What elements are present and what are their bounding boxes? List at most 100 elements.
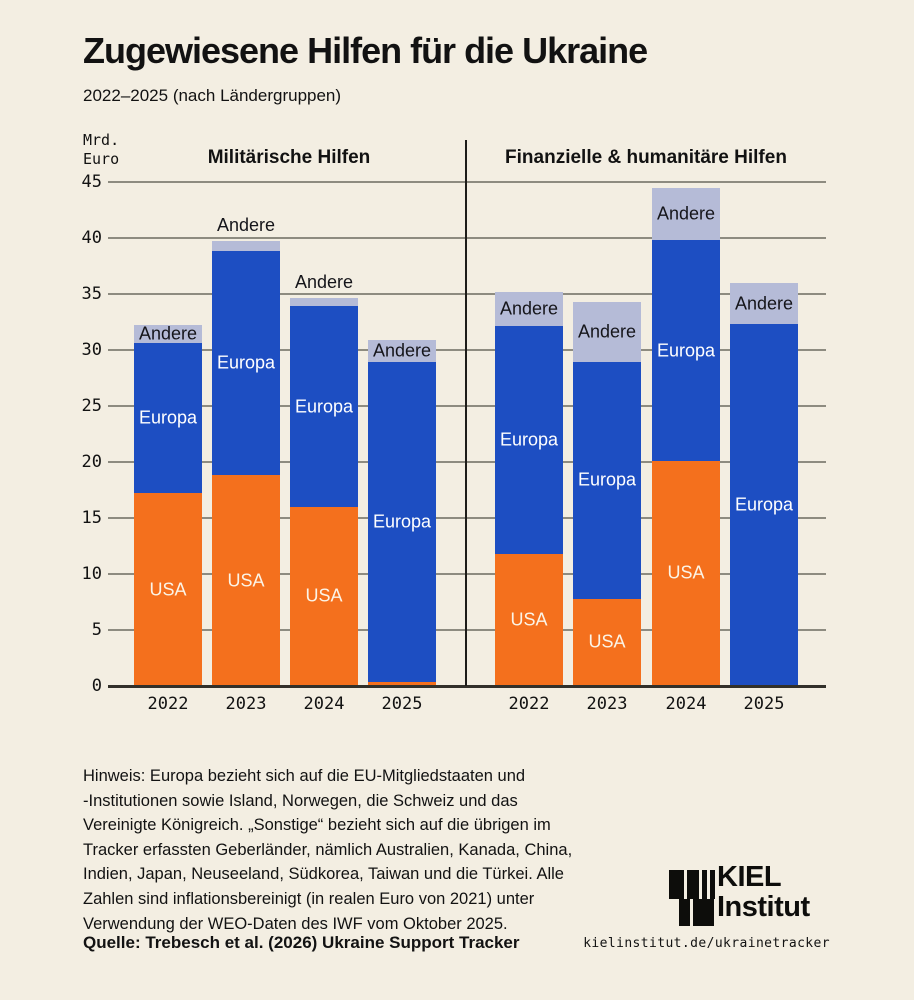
logo-bar: [687, 870, 699, 899]
gridline: [108, 293, 826, 295]
segment-label: USA: [510, 609, 548, 630]
x-tick-label: 2024: [665, 694, 707, 714]
panel-divider: [465, 140, 467, 686]
bar-segment-andere: [212, 241, 280, 252]
x-tick-label: 2023: [586, 694, 628, 714]
chart-title: Zugewiesene Hilfen für die Ukraine: [83, 30, 648, 71]
source-note: Quelle: Trebesch et al. (2026) Ukraine S…: [83, 933, 520, 952]
y-tick-label: 45: [81, 172, 102, 192]
gridline: [108, 573, 826, 575]
website-url: kielinstitut.de/ukrainetracker: [583, 936, 830, 951]
bar-segment-usa: [134, 493, 202, 686]
x-axis-line: [108, 685, 826, 688]
bar-segment-europa: [368, 362, 436, 682]
segment-label: Andere: [577, 321, 637, 342]
footnote-line: Tracker erfassten Geberländer, nämlich A…: [83, 840, 573, 859]
y-axis-unit-line2: Euro: [83, 150, 120, 168]
bar-segment-europa: [290, 306, 358, 507]
y-tick-label: 25: [81, 396, 102, 416]
footnote-line: -Institutionen sowie Island, Norwegen, d…: [83, 791, 518, 810]
bar-segment-andere: [495, 291, 563, 327]
segment-label: USA: [305, 585, 343, 606]
gridline: [108, 349, 826, 351]
gridline: [108, 461, 826, 463]
gridline: [108, 181, 826, 183]
bar-segment-usa: [495, 553, 563, 686]
logo-text-institut: Institut: [717, 891, 810, 923]
y-axis-unit-label: Mrd. Euro: [83, 131, 119, 169]
gridline: [108, 405, 826, 407]
y-axis-unit-line1: Mrd.: [83, 131, 120, 149]
logo-bar: [710, 870, 715, 899]
footnote-line: Indien, Japan, Neuseeland, Südkorea, Tai…: [83, 865, 564, 884]
footnote-line: Hinweis: Europa bezieht sich auf die EU-…: [83, 767, 526, 785]
segment-label: USA: [227, 570, 265, 591]
segment-label: Europa: [372, 511, 432, 532]
bar-segment-europa: [495, 326, 563, 554]
y-tick-label: 0: [91, 676, 102, 696]
bar-segment-usa: [212, 475, 280, 686]
x-tick-label: 2025: [743, 694, 785, 714]
bar-segment-usa: [573, 598, 641, 686]
panel-title-military: Militärische Hilfen: [207, 147, 371, 168]
bar-segment-andere: [368, 339, 436, 363]
x-tick-label: 2024: [303, 694, 345, 714]
footnote-line: Vereinigte Königreich. „Sonstige“ bezieh…: [83, 816, 551, 835]
segment-label: Andere: [216, 215, 276, 236]
y-tick-label: 30: [81, 340, 102, 360]
kiel-logo-mark: [669, 866, 715, 928]
y-tick-label: 5: [91, 620, 102, 640]
x-tick-label: 2022: [508, 694, 550, 714]
logo-bar: [669, 870, 684, 899]
segment-label: USA: [588, 631, 626, 652]
bar-segment-usa: [368, 681, 436, 686]
logo-bar: [693, 899, 714, 926]
segment-label: Andere: [294, 272, 354, 293]
bar-segment-usa: [290, 506, 358, 686]
segment-label: Europa: [577, 469, 637, 490]
logo-bar: [679, 899, 690, 926]
x-tick-label: 2025: [381, 694, 423, 714]
kiel-institut-logo: KIEL Institut: [669, 862, 839, 928]
footnote-line: Verwendung der WEO-Daten des IWF vom Okt…: [83, 914, 508, 933]
x-tick-label: 2023: [225, 694, 267, 714]
segment-label: Andere: [656, 203, 716, 224]
logo-text-kiel: KIEL: [717, 861, 782, 893]
gridline: [108, 517, 826, 519]
y-tick-label: 15: [81, 508, 102, 528]
segment-label: Andere: [372, 340, 432, 361]
chart-subtitle: 2022–2025 (nach Ländergruppen): [83, 86, 342, 105]
bar-segment-europa: [134, 343, 202, 494]
bar-segment-andere: [290, 298, 358, 307]
bar-segment-europa: [730, 324, 798, 686]
segment-label: Europa: [216, 352, 276, 373]
logo-bar: [702, 870, 707, 899]
bar-segment-usa: [652, 460, 720, 686]
footnote: Hinweis: Europa bezieht sich auf die EU-…: [83, 764, 572, 936]
bar-segment-europa: [573, 362, 641, 599]
y-tick-label: 10: [81, 564, 102, 584]
bar-segment-andere: [730, 282, 798, 325]
segment-label: Europa: [656, 340, 716, 361]
bar-segment-andere: [134, 325, 202, 344]
segment-label: Andere: [499, 298, 559, 319]
bar-segment-europa: [652, 240, 720, 461]
bar-segment-andere: [652, 187, 720, 241]
segment-label: Andere: [138, 323, 198, 344]
segment-label: Europa: [294, 396, 354, 417]
segment-label: USA: [149, 579, 187, 600]
segment-label: Europa: [734, 494, 794, 515]
y-tick-label: 20: [81, 452, 102, 472]
logo-text: KIEL Institut: [717, 862, 810, 922]
y-tick-label: 40: [81, 228, 102, 248]
gridline: [108, 629, 826, 631]
segment-label: Europa: [138, 407, 198, 428]
segment-label: Andere: [734, 293, 794, 314]
gridline: [108, 237, 826, 239]
panel-title-financial: Finanzielle & humanitäre Hilfen: [505, 147, 787, 168]
bar-segment-andere: [573, 301, 641, 363]
segment-label: Europa: [499, 429, 559, 450]
y-tick-label: 35: [81, 284, 102, 304]
footnote-line: Zahlen sind inflationsbereinigt (in real…: [83, 889, 535, 908]
